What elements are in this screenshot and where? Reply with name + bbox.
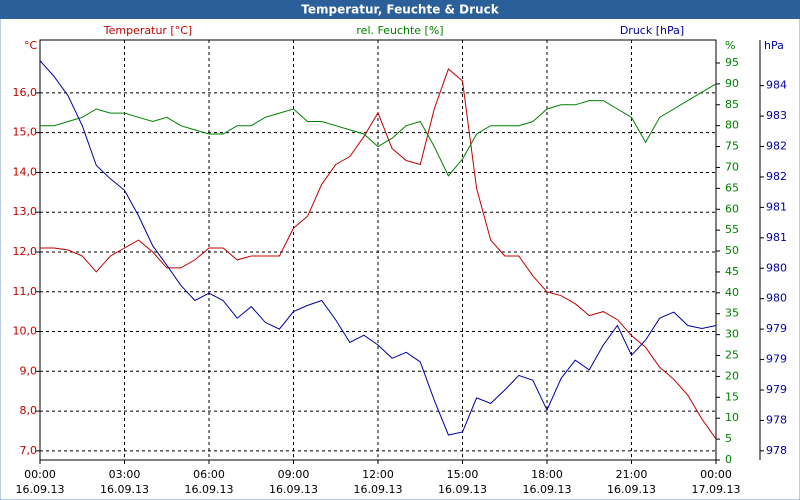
y2-tick-label: 60 <box>725 202 739 215</box>
y2-tick-label: 95 <box>725 56 739 69</box>
y2-axis-title: % <box>725 39 735 52</box>
y3-tick-label: 980 <box>766 261 787 274</box>
x-tick-label: 00:00 <box>24 468 56 481</box>
series-line <box>39 60 717 436</box>
y-axis-title: °C <box>24 39 38 52</box>
y3-tick-label: 981 <box>766 200 787 213</box>
x-tick-label: 15:00 <box>447 468 479 481</box>
y2-tick-label: 45 <box>725 265 739 278</box>
legend-label: rel. Feuchte [%] <box>356 24 443 37</box>
y-tick-label: 12,0 <box>13 245 38 258</box>
title-bar <box>0 0 800 19</box>
x-tick-label: 06:00 <box>193 468 225 481</box>
series-line <box>40 68 717 440</box>
x-tick-label: 21:00 <box>616 468 648 481</box>
y3-tick-label: 979 <box>766 383 787 396</box>
x-tick-label: 12:00 <box>362 468 394 481</box>
x-tick-date: 16.09.13 <box>607 483 656 496</box>
y-tick-label: 10,0 <box>13 325 38 338</box>
y3-tick-label: 978 <box>766 444 787 457</box>
x-tick-label: 18:00 <box>531 468 563 481</box>
y-tick-label: 9,0 <box>20 364 38 377</box>
y2-tick-label: 5 <box>725 432 732 445</box>
y2-tick-label: 30 <box>725 328 739 341</box>
x-tick-date: 16.09.13 <box>100 483 149 496</box>
y2-tick-label: 0 <box>725 453 732 466</box>
x-tick-date: 16.09.13 <box>269 483 318 496</box>
y2-tick-label: 10 <box>725 411 739 424</box>
y2-tick-label: 85 <box>725 98 739 111</box>
y2-tick-label: 70 <box>725 160 739 173</box>
y2-tick-label: 55 <box>725 223 739 236</box>
y3-axis-title: hPa <box>764 39 784 52</box>
y3-tick-label: 984 <box>766 79 787 92</box>
y3-tick-label: 978 <box>766 413 787 426</box>
y3-tick-label: 980 <box>766 292 787 305</box>
x-tick-label: 00:00 <box>700 468 732 481</box>
y2-tick-label: 35 <box>725 307 739 320</box>
y2-tick-label: 65 <box>725 181 739 194</box>
series-line <box>40 83 717 177</box>
x-tick-date: 16.09.13 <box>185 483 234 496</box>
y3-tick-label: 979 <box>766 353 787 366</box>
y-tick-label: 11,0 <box>13 285 38 298</box>
x-tick-date: 16.09.13 <box>438 483 487 496</box>
y-tick-label: 15,0 <box>13 126 38 139</box>
y-tick-label: 7,0 <box>20 444 38 457</box>
y2-tick-label: 80 <box>725 119 739 132</box>
legend-label: Temperatur [°C] <box>103 24 192 37</box>
x-tick-date: 16.09.13 <box>16 483 65 496</box>
y3-tick-label: 979 <box>766 322 787 335</box>
y2-tick-label: 75 <box>725 140 739 153</box>
y-tick-label: 13,0 <box>13 205 38 218</box>
x-tick-date: 17.09.13 <box>692 483 741 496</box>
legend-label: Druck [hPa] <box>620 24 684 37</box>
y3-tick-label: 981 <box>766 231 787 244</box>
y2-tick-label: 40 <box>725 286 739 299</box>
x-tick-date: 16.09.13 <box>354 483 403 496</box>
y3-tick-label: 982 <box>766 140 787 153</box>
y3-tick-label: 982 <box>766 170 787 183</box>
y3-tick-label: 983 <box>766 109 787 122</box>
y2-tick-label: 90 <box>725 77 739 90</box>
x-tick-date: 16.09.13 <box>523 483 572 496</box>
y2-tick-label: 50 <box>725 244 739 257</box>
x-tick-label: 03:00 <box>109 468 141 481</box>
y2-tick-label: 25 <box>725 349 739 362</box>
y2-tick-label: 20 <box>725 369 739 382</box>
y-tick-label: 16,0 <box>13 86 38 99</box>
y-tick-label: 8,0 <box>20 404 38 417</box>
y-tick-label: 14,0 <box>13 165 38 178</box>
y2-tick-label: 15 <box>725 390 739 403</box>
x-tick-label: 09:00 <box>278 468 310 481</box>
chart-title: Temperatur, Feuchte & Druck <box>301 3 499 17</box>
